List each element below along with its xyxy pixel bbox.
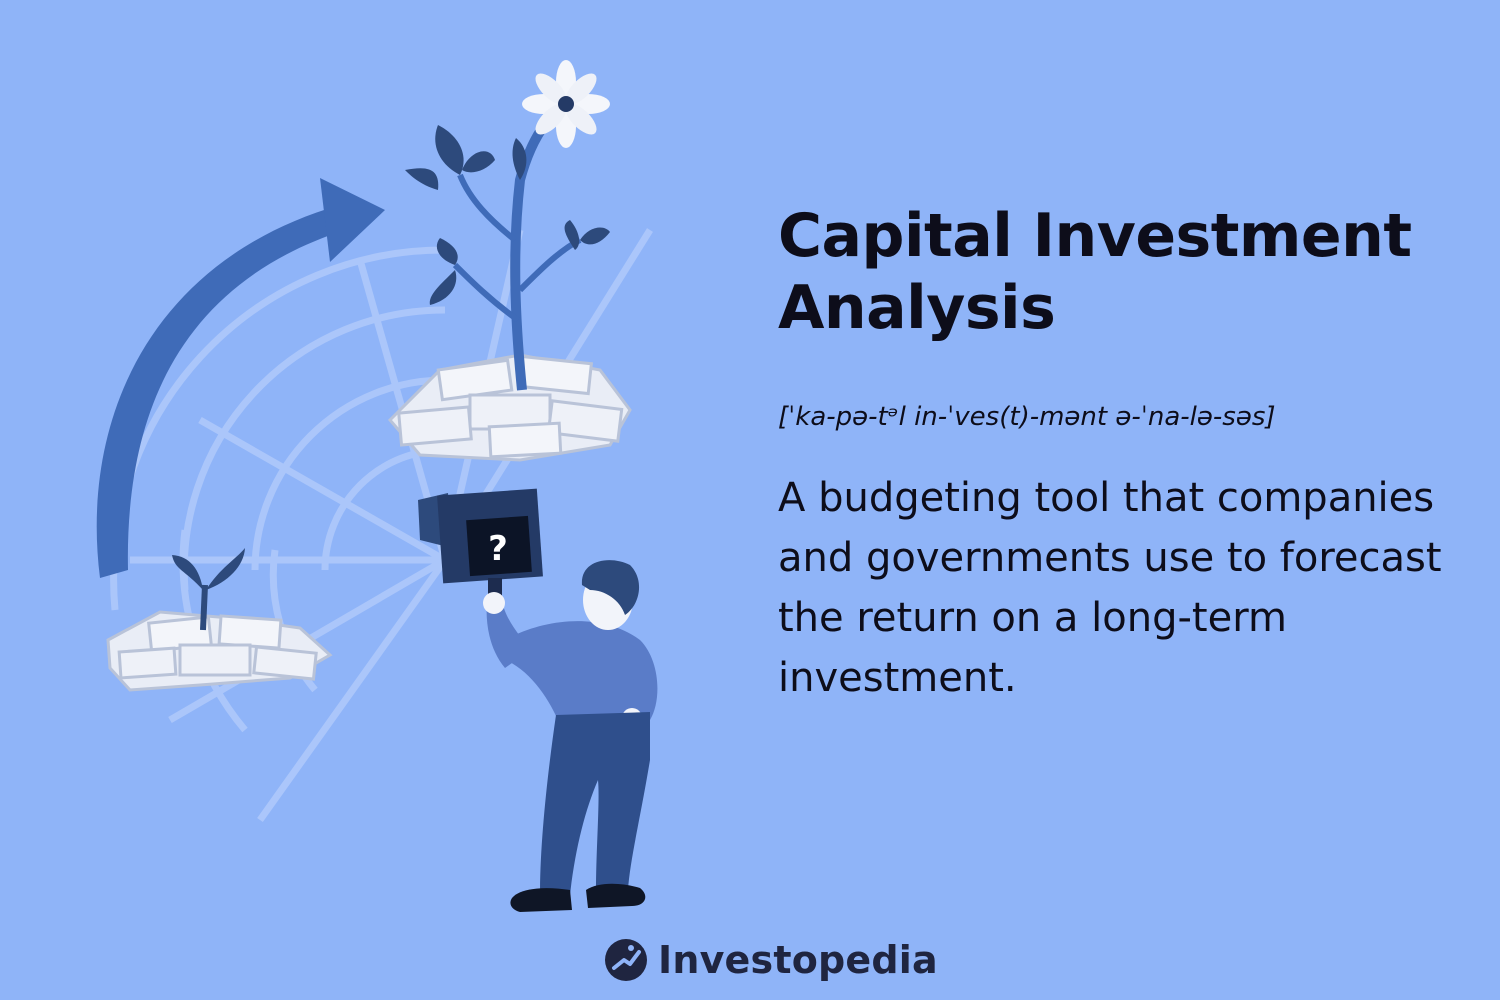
definition: A budgeting tool that companies and gove… xyxy=(778,475,1442,701)
text-block: Capital Investment Analysis [ˈka-pə-tᵊl … xyxy=(778,200,1478,708)
small-money-pile xyxy=(106,610,333,692)
title-line-1: Capital Investment xyxy=(778,201,1412,271)
illustration: ? xyxy=(96,60,658,912)
brand-name: Investopedia xyxy=(658,938,938,982)
title-line-2: Analysis xyxy=(778,273,1056,343)
page-title: Capital Investment Analysis xyxy=(778,200,1478,344)
flower-plant-icon xyxy=(405,60,610,391)
growth-arrow xyxy=(96,178,385,578)
sprout-icon xyxy=(172,548,245,631)
large-money-pile xyxy=(387,353,632,462)
flower-head xyxy=(522,60,610,148)
pronunciation: [ˈka-pə-tᵊl in-ˈves(t)-mənt ə-ˈna-lə-səs… xyxy=(778,402,1276,432)
camera-icon: ? xyxy=(418,488,543,598)
investopedia-logo-icon xyxy=(605,939,647,981)
brand-logo: Investopedia xyxy=(604,932,938,988)
person-figure xyxy=(483,560,658,912)
camera-screen-glyph: ? xyxy=(488,529,508,569)
